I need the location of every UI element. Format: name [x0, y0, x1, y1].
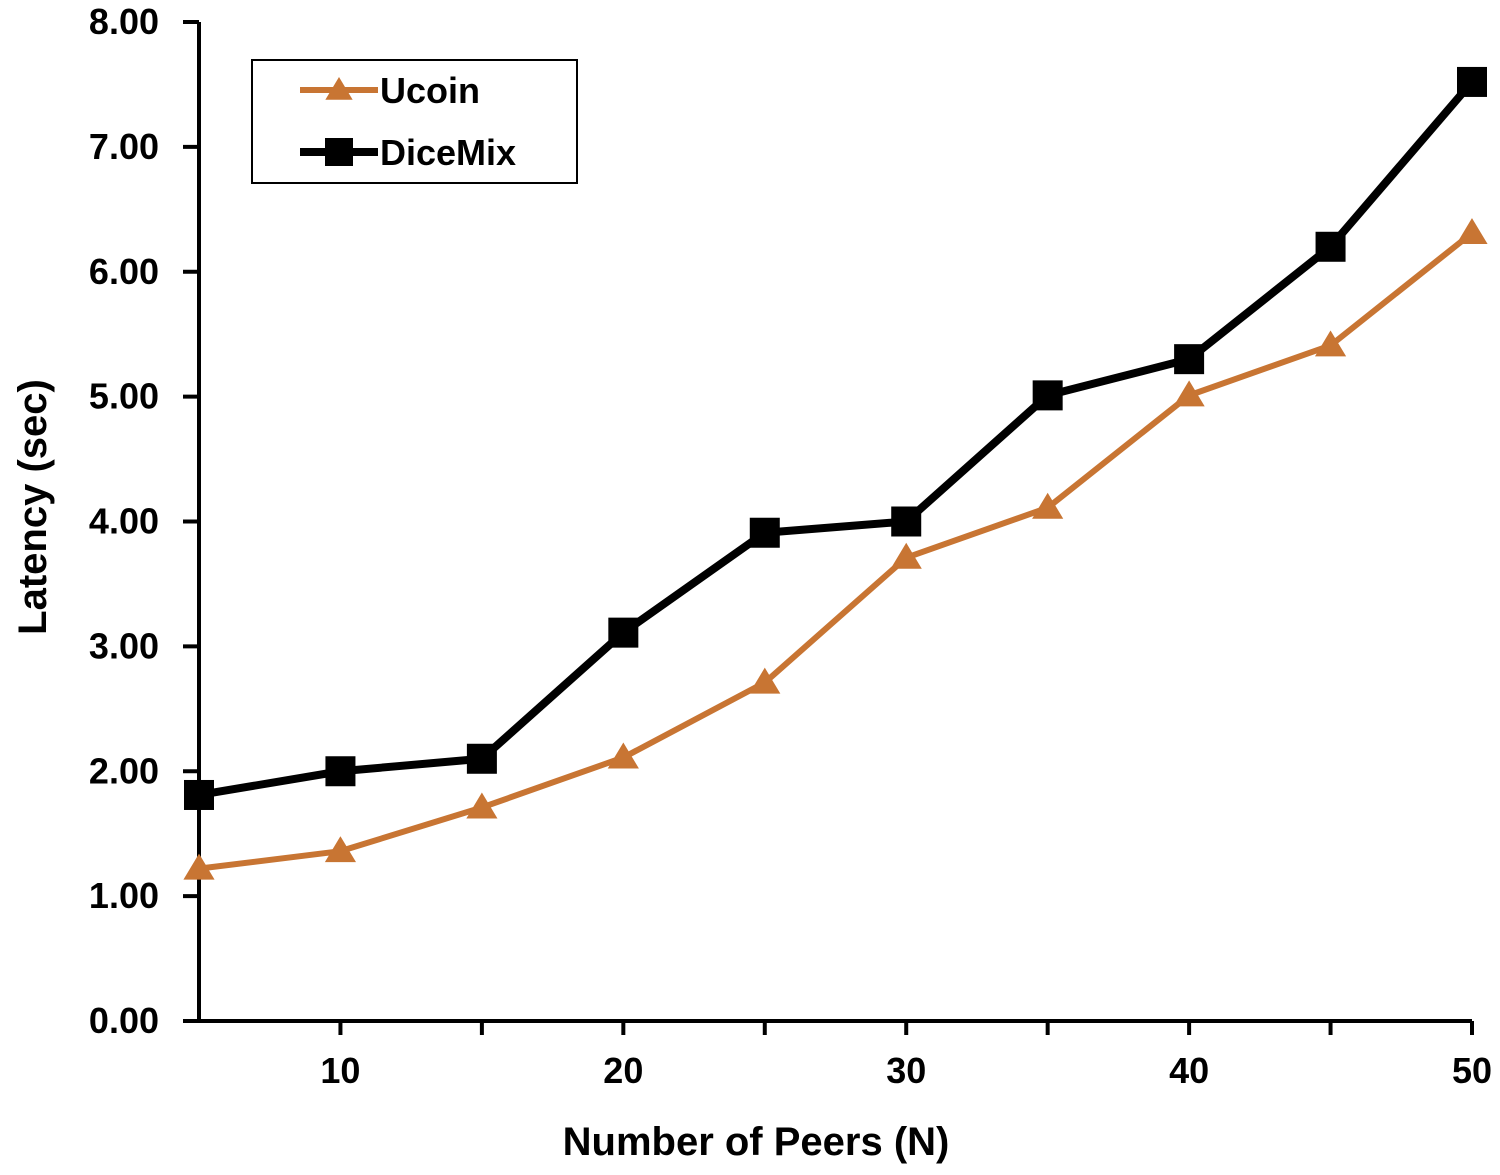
x-tick-label: 20 [603, 1050, 643, 1091]
legend: Ucoin DiceMix [251, 59, 578, 184]
y-tick-label: 3.00 [89, 625, 159, 666]
x-tick-label: 50 [1452, 1050, 1492, 1091]
data-point-ucoin [890, 542, 922, 569]
data-point-dicemix [1315, 231, 1346, 262]
x-axis-title: Number of Peers (N) [563, 1120, 950, 1164]
data-point-dicemix [749, 517, 780, 548]
y-tick-label: 2.00 [89, 750, 159, 791]
y-tick-label: 6.00 [89, 251, 159, 292]
y-tick-label: 7.00 [89, 126, 159, 167]
legend-marker-ucoin [325, 77, 353, 100]
series-line-dicemix [195, 77, 1476, 799]
legend-marker-dicemix [325, 138, 353, 166]
series-ucoin [183, 218, 1488, 880]
data-point-ucoin [183, 853, 215, 880]
x-tick-label: 10 [320, 1050, 360, 1091]
data-point-ucoin [466, 792, 498, 819]
data-point-dicemix [184, 779, 214, 810]
data-point-dicemix [466, 743, 497, 774]
data-point-dicemix [325, 756, 356, 787]
data-point-ucoin [607, 742, 639, 769]
y-axis-ticks: 0.00 1.00 2.00 3.00 4.00 5.00 6.00 7.00 8.00 [89, 1, 199, 1041]
series-dicemix [184, 66, 1487, 810]
legend-box [251, 59, 578, 184]
legend-label-dicemix: DiceMix [380, 132, 516, 173]
x-tick-label: 40 [1169, 1050, 1209, 1091]
data-point-ucoin [749, 667, 781, 694]
y-tick-label: 4.00 [89, 501, 159, 542]
series-line-ucoin [196, 230, 1475, 872]
data-point-ucoin [1032, 492, 1064, 519]
y-tick-label: 5.00 [89, 376, 159, 417]
y-tick-label: 1.00 [89, 875, 159, 916]
data-point-dicemix [891, 506, 922, 537]
data-point-dicemix [1032, 380, 1063, 411]
data-point-ucoin [1173, 380, 1205, 407]
data-point-ucoin [1314, 330, 1347, 357]
data-point-dicemix [1457, 66, 1487, 97]
series-layer [183, 66, 1488, 880]
data-point-ucoin [324, 836, 357, 863]
legend-label-ucoin: Ucoin [380, 70, 480, 111]
data-point-dicemix [1174, 344, 1205, 375]
y-tick-label: 0.00 [89, 1000, 159, 1041]
x-tick-label: 30 [886, 1050, 926, 1091]
y-axis-title: Latency (sec) [11, 379, 55, 635]
data-point-ucoin [1456, 218, 1488, 245]
data-point-dicemix [608, 617, 639, 648]
y-tick-label: 8.00 [89, 1, 159, 42]
x-axis-ticks: 10 20 30 40 50 [320, 1021, 1492, 1091]
